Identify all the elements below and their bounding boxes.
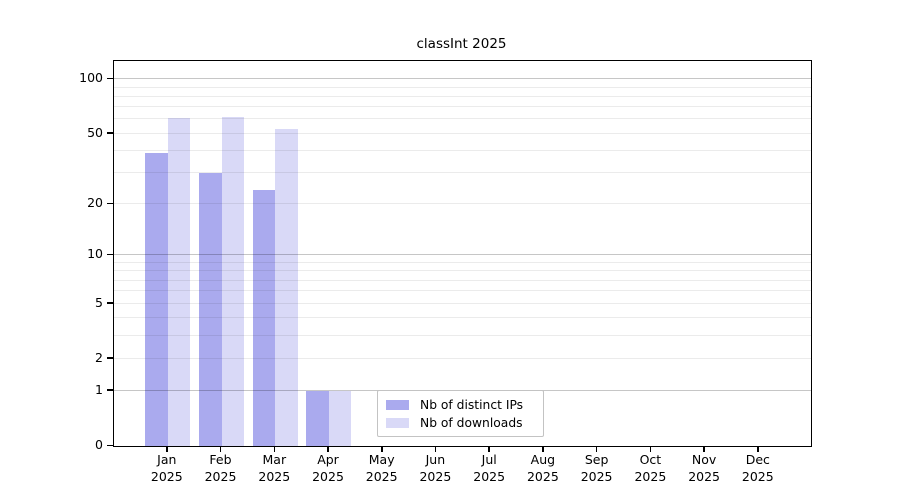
gridline-minor-3: [114, 334, 811, 336]
x-tick-label-aug: Aug 2025: [526, 452, 559, 484]
y-tick-100: [106, 77, 113, 80]
x-tick-label-oct: Oct 2025: [634, 452, 667, 484]
bar-nb-of-downloads-apr: [328, 390, 352, 446]
x-tick-aug: [542, 446, 544, 452]
plot-area: [113, 60, 812, 447]
x-tick-mar: [273, 446, 275, 452]
bar-nb-of-downloads-jan: [167, 118, 191, 446]
legend-item-distinct-ips: Nb of distinct IPs: [386, 398, 543, 412]
gridline-minor-8: [114, 270, 811, 272]
y-tick-label-2: 2: [95, 349, 103, 365]
x-tick-label-feb: Feb 2025: [204, 452, 237, 484]
x-tick-label-may: May 2025: [365, 452, 398, 484]
gridline-minor-5: [114, 302, 811, 304]
y-tick-1: [106, 389, 113, 391]
x-tick-oct: [649, 446, 652, 452]
legend-label-distinct-ips: Nb of distinct IPs: [420, 397, 524, 412]
legend: Nb of distinct IPs Nb of downloads: [377, 390, 544, 437]
gridline-minor-6: [114, 290, 811, 292]
gridline-minor-80: [114, 95, 811, 97]
y-tick-label-5: 5: [95, 294, 103, 310]
x-tick-dec: [757, 446, 759, 452]
x-tick-jun: [434, 446, 437, 452]
gridline-minor-60: [114, 118, 811, 120]
x-tick-feb: [219, 446, 222, 452]
y-tick-label-20: 20: [87, 195, 103, 210]
x-tick-sep: [595, 446, 598, 452]
gridline-minor-7: [114, 279, 811, 281]
gridline-minor-90: [114, 86, 811, 88]
gridline-major-100: [114, 77, 811, 80]
x-tick-may: [381, 446, 383, 452]
bar-nb-of-distinct-ips-feb: [199, 173, 222, 446]
x-tick-label-sep: Sep 2025: [580, 452, 613, 484]
y-tick-5: [106, 302, 113, 304]
legend-label-downloads: Nb of downloads: [420, 415, 523, 430]
bar-nb-of-distinct-ips-jan: [145, 152, 168, 446]
gridline-minor-4: [114, 317, 811, 319]
y-tick-0: [106, 444, 113, 446]
y-tick-50: [106, 132, 113, 134]
y-tick-label-100: 100: [79, 70, 103, 86]
x-tick-label-dec: Dec 2025: [741, 452, 774, 484]
x-tick-label-mar: Mar 2025: [258, 452, 291, 484]
gridline-minor-50: [114, 132, 811, 134]
y-tick-10: [106, 253, 113, 256]
x-tick-label-nov: Nov 2025: [688, 452, 720, 484]
x-tick-jan: [166, 446, 168, 452]
gridline-major-10: [114, 254, 811, 256]
legend-item-downloads: Nb of downloads: [386, 416, 543, 430]
gridline-minor-30: [114, 172, 811, 174]
x-tick-label-jan: Jan 2025: [150, 452, 183, 484]
x-tick-jul: [488, 446, 490, 452]
y-tick-20: [106, 202, 113, 204]
gridline-minor-2: [114, 357, 811, 359]
x-tick-label-apr: Apr 2025: [312, 452, 344, 484]
gridline-minor-70: [114, 106, 811, 108]
y-tick-label-10: 10: [87, 246, 103, 262]
y-tick-2: [106, 357, 113, 359]
gridline-minor-20: [114, 203, 811, 204]
y-tick-label-50: 50: [87, 124, 103, 140]
bar-nb-of-distinct-ips-apr: [306, 390, 329, 446]
gridline-minor-9: [114, 262, 811, 263]
y-tick-label-1: 1: [95, 381, 103, 397]
bar-nb-of-downloads-feb: [221, 116, 245, 446]
x-tick-label-jul: Jul 2025: [473, 452, 506, 484]
x-tick-apr: [327, 446, 329, 452]
chart-title: classInt 2025: [416, 36, 507, 52]
x-tick-label-jun: Jun 2025: [419, 452, 452, 484]
y-tick-label-0: 0: [95, 437, 103, 452]
legend-swatch-distinct-ips: [386, 399, 409, 410]
bar-nb-of-downloads-mar: [275, 129, 298, 446]
legend-swatch-downloads: [386, 417, 409, 428]
x-tick-nov: [703, 446, 705, 452]
gridline-minor-40: [114, 149, 811, 151]
